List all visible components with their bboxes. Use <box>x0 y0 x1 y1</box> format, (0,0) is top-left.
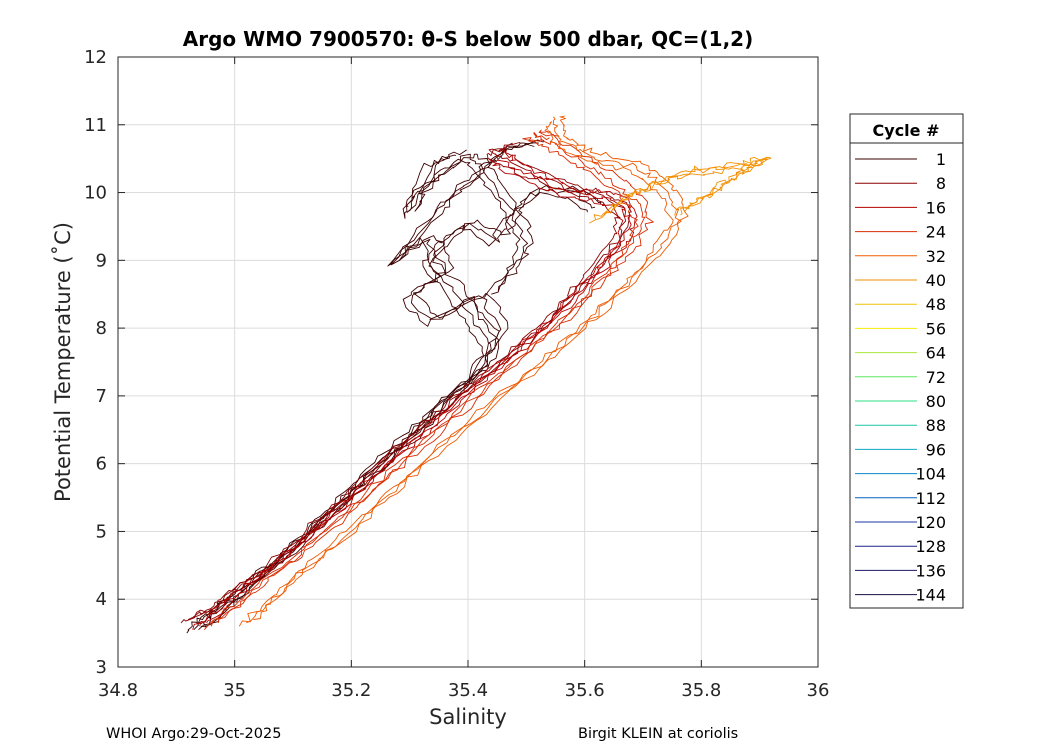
legend-box <box>849 113 964 609</box>
legend-label: 24 <box>926 223 946 242</box>
y-axis-label: Potential Temperature (˚C) <box>51 222 75 502</box>
series-line-8 <box>180 147 621 624</box>
grid <box>117 56 819 668</box>
legend-label: 128 <box>915 537 946 556</box>
series-line-40 <box>596 157 767 221</box>
x-tick-label: 35.4 <box>448 680 488 701</box>
legend-label: 88 <box>926 416 946 435</box>
series-line-24 <box>203 137 639 630</box>
series-line-1b <box>198 144 535 631</box>
legend-entries: 1 8 16 24 32 40 48 56 64 72 80 88 96 104 112 120 128 136 1… <box>855 150 946 605</box>
series-line-8 <box>187 142 627 621</box>
legend-label: 104 <box>915 465 946 484</box>
x-tick-label: 35 <box>223 680 246 701</box>
y-axis-ticks: 3 4 5 6 7 8 9 10 11 12 <box>84 47 818 678</box>
x-tick-label: 34.8 <box>98 680 138 701</box>
series-line-32 <box>238 121 674 627</box>
legend-label: 56 <box>926 319 946 338</box>
legend-label: 48 <box>926 295 946 314</box>
legend-label: 112 <box>915 489 946 508</box>
legend-label: 72 <box>926 368 946 387</box>
series-line-16 <box>199 153 632 627</box>
x-tick-label: 35.6 <box>565 680 605 701</box>
y-tick-label: 12 <box>84 47 107 68</box>
series-line-1c <box>402 157 521 298</box>
series-line-32 <box>246 116 682 624</box>
legend-label: 136 <box>915 561 946 580</box>
x-axis-label: Salinity <box>429 705 507 729</box>
legend-label: 8 <box>936 174 946 193</box>
y-tick-label: 5 <box>96 521 107 542</box>
series-line-1 <box>186 191 588 634</box>
series-line-24 <box>210 132 646 627</box>
legend-label: 64 <box>926 344 946 363</box>
legend-label: 80 <box>926 392 946 411</box>
series-line-1c <box>406 153 529 295</box>
footer-right: Birgit KLEIN at coriolis <box>578 726 739 742</box>
legend-label: 32 <box>926 247 946 266</box>
chart-title: Argo WMO 7900570: θ-S below 500 dbar, QC… <box>183 27 753 51</box>
series-line-40 <box>602 156 772 217</box>
series-line-16 <box>206 149 638 624</box>
y-tick-label: 9 <box>96 250 107 271</box>
legend-label: 1 <box>936 150 946 169</box>
x-tick-label: 35.2 <box>331 680 371 701</box>
legend-label: 16 <box>926 198 946 217</box>
series-line-1c <box>414 149 534 291</box>
series-line-16 <box>192 158 624 630</box>
legend-label: 40 <box>926 271 946 290</box>
legend-label: 96 <box>926 440 946 459</box>
series-line-8 <box>194 142 632 617</box>
legend-label: 144 <box>915 586 946 605</box>
series-line-32 <box>253 115 689 621</box>
y-tick-label: 10 <box>84 183 107 204</box>
y-tick-label: 8 <box>96 318 107 339</box>
x-tick-label: 36 <box>807 680 830 701</box>
y-tick-label: 11 <box>84 115 107 136</box>
x-axis-ticks: 34.8 35 35.2 35.4 35.6 35.8 36 <box>98 57 829 701</box>
series-line-1b <box>205 142 539 627</box>
series-line-24 <box>217 129 654 623</box>
x-tick-label: 35.8 <box>681 680 721 701</box>
y-tick-label: 6 <box>96 454 107 475</box>
y-tick-label: 4 <box>96 589 107 610</box>
legend-label: 120 <box>915 513 946 532</box>
legend-title: Cycle # <box>873 121 940 140</box>
y-tick-label: 7 <box>96 386 107 407</box>
footer-left: WHOI Argo:29-Oct-2025 <box>106 726 282 742</box>
legend: Cycle # 1 8 16 24 32 40 48 56 64 72 80 88 96 104 112 12… <box>849 113 964 609</box>
y-tick-label: 3 <box>96 657 107 678</box>
series-line-1 <box>193 187 596 631</box>
series-layer <box>180 115 772 634</box>
